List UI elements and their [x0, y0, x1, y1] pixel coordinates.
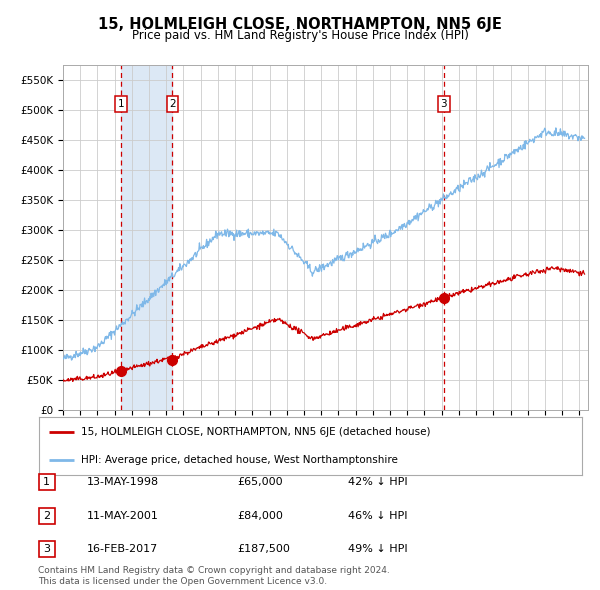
- Text: 15, HOLMLEIGH CLOSE, NORTHAMPTON, NN5 6JE: 15, HOLMLEIGH CLOSE, NORTHAMPTON, NN5 6J…: [98, 17, 502, 31]
- Text: 42% ↓ HPI: 42% ↓ HPI: [348, 477, 407, 487]
- Text: 46% ↓ HPI: 46% ↓ HPI: [348, 511, 407, 520]
- Text: 2: 2: [169, 99, 176, 109]
- Text: 16-FEB-2017: 16-FEB-2017: [87, 545, 158, 554]
- Text: This data is licensed under the Open Government Licence v3.0.: This data is licensed under the Open Gov…: [38, 577, 327, 586]
- FancyBboxPatch shape: [38, 474, 55, 490]
- Text: HPI: Average price, detached house, West Northamptonshire: HPI: Average price, detached house, West…: [82, 455, 398, 466]
- Text: 11-MAY-2001: 11-MAY-2001: [87, 511, 159, 520]
- Text: 15, HOLMLEIGH CLOSE, NORTHAMPTON, NN5 6JE (detached house): 15, HOLMLEIGH CLOSE, NORTHAMPTON, NN5 6J…: [82, 427, 431, 437]
- Text: £187,500: £187,500: [237, 545, 290, 554]
- Bar: [121, 65, 172, 410]
- Text: 49% ↓ HPI: 49% ↓ HPI: [348, 545, 407, 554]
- Text: Contains HM Land Registry data © Crown copyright and database right 2024.: Contains HM Land Registry data © Crown c…: [38, 566, 389, 575]
- Text: 2: 2: [43, 511, 50, 520]
- Text: 3: 3: [43, 545, 50, 554]
- FancyBboxPatch shape: [38, 542, 55, 557]
- FancyBboxPatch shape: [38, 507, 55, 524]
- Text: 3: 3: [440, 99, 447, 109]
- Text: Price paid vs. HM Land Registry's House Price Index (HPI): Price paid vs. HM Land Registry's House …: [131, 30, 469, 42]
- Text: 1: 1: [43, 477, 50, 487]
- Text: £65,000: £65,000: [237, 477, 283, 487]
- Text: £84,000: £84,000: [237, 511, 283, 520]
- Text: 1: 1: [118, 99, 124, 109]
- Text: 13-MAY-1998: 13-MAY-1998: [87, 477, 159, 487]
